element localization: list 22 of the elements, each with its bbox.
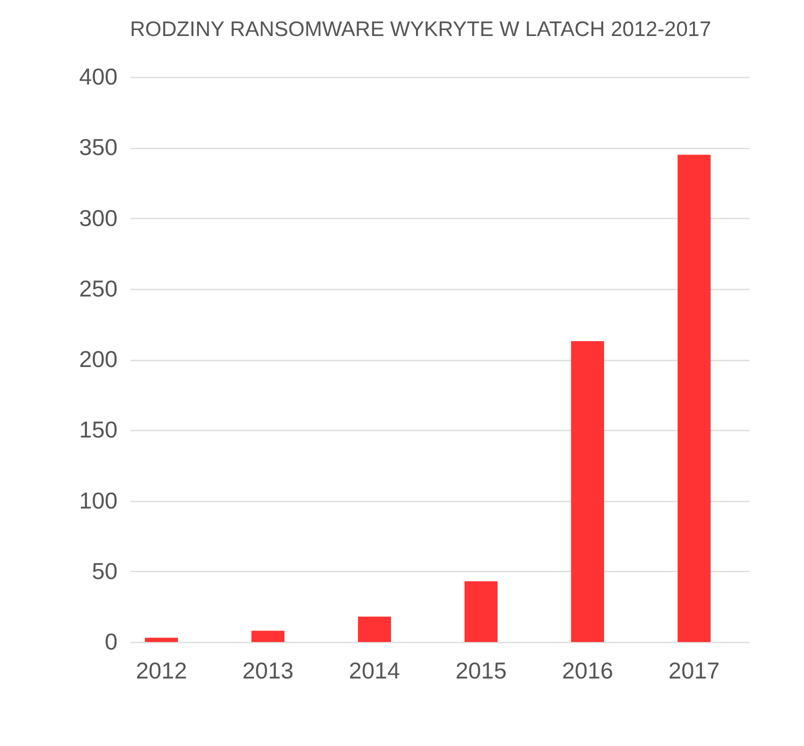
bar <box>464 581 498 642</box>
y-tick-label: 300 <box>79 204 118 231</box>
y-tick-label: 400 <box>79 64 118 90</box>
bar <box>358 616 392 642</box>
x-tick-label: 2015 <box>455 658 507 684</box>
bar <box>678 154 711 642</box>
x-tick-label: 2013 <box>242 658 294 684</box>
bar <box>571 341 604 642</box>
y-tick-label: 150 <box>79 416 118 443</box>
y-tick-label: 0 <box>104 628 118 654</box>
bar <box>251 630 284 642</box>
y-tick-label: 250 <box>79 275 118 302</box>
chart-title: RODZINY RANSOMWARE WYKRYTE W LATACH 2012-2017 <box>130 18 712 41</box>
x-tick-label: 2017 <box>668 658 720 684</box>
y-tick-label: 200 <box>79 346 118 372</box>
y-tick-label: 350 <box>79 134 118 160</box>
bar <box>144 638 178 642</box>
x-tick-label: 2012 <box>136 658 188 684</box>
x-tick-label: 2014 <box>348 658 400 684</box>
y-tick-label: 100 <box>79 487 118 514</box>
y-tick-label: 50 <box>92 558 118 584</box>
x-tick-label: 2016 <box>562 658 614 684</box>
